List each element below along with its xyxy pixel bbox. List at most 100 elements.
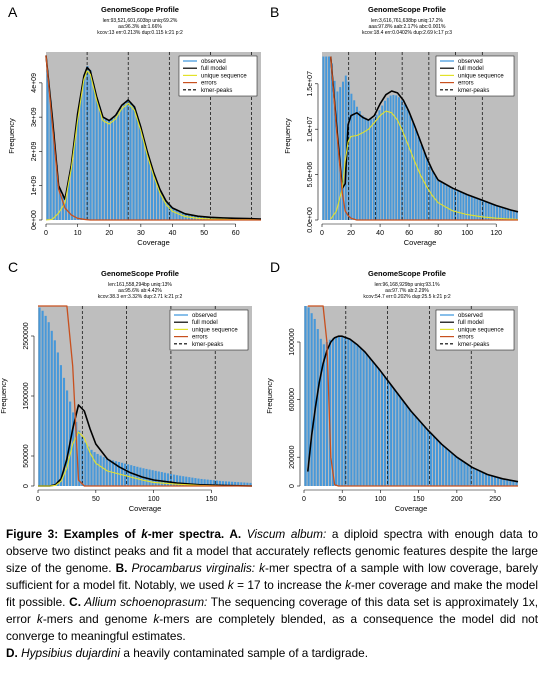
observed-bar — [90, 449, 93, 486]
caption-a-species: Viscum album: — [241, 527, 327, 541]
panel-title: GenomeScope Profile — [101, 5, 179, 14]
observed-bar — [515, 481, 518, 486]
observed-bar — [330, 63, 333, 221]
x-tick-label: 100 — [148, 496, 160, 503]
observed-bar — [197, 478, 200, 486]
observed-bar — [496, 205, 498, 220]
observed-bar — [350, 340, 353, 486]
observed-bar — [440, 182, 442, 220]
x-tick-label: 60 — [405, 230, 413, 237]
observed-bar — [503, 479, 506, 486]
y-axis-label: Frequency — [7, 118, 16, 154]
observed-bar — [473, 197, 476, 220]
observed-bar — [494, 476, 497, 486]
y-tick-label: 3e+09 — [31, 107, 38, 127]
observed-bar — [469, 466, 472, 486]
observed-bar — [105, 458, 108, 486]
observed-bar — [124, 463, 127, 486]
observed-bar — [185, 476, 188, 486]
y-tick-label: 2500000 — [23, 322, 30, 349]
observed-bar — [367, 119, 370, 220]
observed-bar — [163, 472, 166, 486]
observed-bar — [371, 361, 374, 486]
observed-bar — [175, 209, 178, 220]
observed-bar — [512, 210, 515, 220]
observed-bar — [442, 184, 445, 220]
observed-bar — [75, 421, 78, 486]
observed-bar — [310, 313, 313, 486]
observed-bar — [475, 469, 478, 486]
observed-bar — [472, 468, 475, 486]
observed-bar — [353, 100, 356, 220]
observed-bar — [38, 307, 41, 486]
observed-bar — [445, 185, 448, 220]
observed-bar — [358, 111, 361, 220]
legend-label: kmer-peaks — [458, 88, 489, 94]
legend-label: full model — [458, 320, 484, 326]
observed-bar — [414, 129, 417, 220]
y-tick-label: 4e+09 — [31, 73, 38, 93]
x-tick-label: 150 — [413, 496, 425, 503]
caption-c-text3: -mers are completely blended, as a conse… — [6, 612, 538, 643]
observed-bar — [389, 95, 392, 220]
x-tick-label: 100 — [375, 496, 387, 503]
observed-bar — [515, 211, 518, 220]
x-tick-label: 10 — [74, 230, 82, 237]
legend-label: errors — [458, 335, 474, 341]
observed-bar — [96, 453, 99, 486]
observed-bar — [504, 208, 507, 220]
caption-b-k1: k — [259, 561, 266, 575]
observed-bar — [144, 146, 147, 220]
observed-bar — [111, 460, 114, 486]
observed-bar — [166, 473, 169, 486]
observed-bar — [487, 202, 490, 220]
observed-bar — [396, 392, 399, 486]
observed-bar — [466, 464, 469, 486]
x-tick-label: 250 — [489, 496, 501, 503]
caption-b-k3: k — [345, 578, 351, 592]
unique-sequence-line — [330, 110, 519, 221]
observed-bar — [409, 115, 412, 220]
observed-bar — [479, 199, 482, 220]
legend-label: full model — [458, 66, 484, 72]
observed-bar — [172, 474, 176, 486]
panel-c: C GenomeScope Profile len:161,558,294bp un… — [0, 259, 253, 513]
panel-stats-line: kcov:54.7 err:0.202% dup:25.5 k:21 p:2 — [363, 294, 450, 300]
panel-b: B GenomeScope Profile len:3,616,761,638bp … — [270, 4, 519, 247]
y-tick-label: 2e+09 — [31, 141, 38, 161]
observed-bar — [359, 347, 362, 486]
observed-bar — [64, 194, 68, 220]
observed-bar — [417, 419, 420, 486]
panel-stats-line: aa:95.6% ab:4.42% — [118, 288, 162, 294]
x-axis-label: Coverage — [137, 238, 170, 247]
observed-bar — [448, 187, 451, 220]
legend-label: unique sequence — [201, 73, 247, 79]
observed-bar — [147, 157, 150, 220]
caption-b-k2: k — [227, 578, 234, 592]
observed-bar — [328, 56, 330, 220]
observed-bar — [160, 191, 163, 220]
observed-bar — [392, 94, 395, 220]
observed-bar — [423, 426, 426, 486]
full-model-line — [45, 55, 262, 220]
observed-bar — [457, 458, 460, 486]
observed-bar — [442, 445, 445, 486]
legend-label: kmer-peaks — [192, 342, 223, 348]
caption-fig-rest: -mer spectra. A. — [147, 527, 242, 541]
figure-panels: A GenomeScope Profile len:93,521,601,603bp… — [0, 4, 519, 513]
observed-bar — [127, 464, 130, 486]
observed-bar — [393, 388, 396, 486]
observed-bar — [507, 209, 510, 220]
observed-bar — [498, 206, 501, 220]
observed-bar — [451, 188, 454, 220]
observed-bar — [313, 318, 316, 486]
legend-label: observed — [192, 313, 217, 319]
observed-bar — [169, 473, 173, 486]
observed-bar — [231, 481, 234, 486]
observed-bar — [451, 453, 454, 486]
errors-line — [307, 305, 518, 487]
panel-stats-line: len:161,558,294bp uniq:13% — [108, 282, 172, 288]
panel-stats-line: aa:96.3% ab:1.66% — [118, 24, 162, 30]
observed-bar — [49, 100, 52, 220]
observed-bar — [316, 329, 319, 486]
